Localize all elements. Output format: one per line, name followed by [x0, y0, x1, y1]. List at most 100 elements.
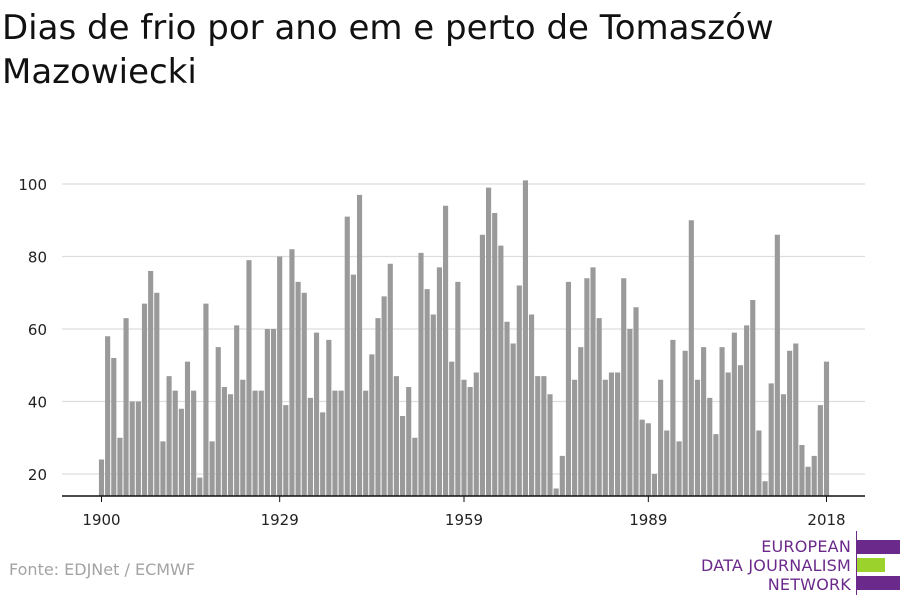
- bar-1957: [449, 361, 455, 497]
- bar-1951: [412, 437, 418, 496]
- bar-1915: [191, 390, 197, 497]
- bar-1983: [608, 372, 615, 496]
- bar-1981: [596, 318, 602, 497]
- bar-2000: [713, 434, 719, 497]
- bar-1940: [344, 216, 350, 497]
- bar-1967: [510, 343, 516, 496]
- bar-1990: [651, 474, 658, 496]
- bar-1962: [479, 234, 485, 496]
- bar-1902: [111, 358, 117, 496]
- bar-1993: [670, 339, 676, 497]
- bar-1922: [234, 325, 240, 497]
- bar-2008: [762, 481, 768, 496]
- bar-1901: [105, 336, 111, 496]
- bar-1910: [160, 441, 166, 497]
- bar-1979: [584, 278, 590, 496]
- bar-1977: [572, 379, 578, 496]
- bar-1955: [436, 267, 442, 497]
- bar-1918: [209, 441, 215, 497]
- bar-1952: [418, 252, 424, 497]
- bar-1939: [338, 390, 344, 497]
- bar-2018: [823, 361, 830, 497]
- y-tick-label: 40: [28, 394, 47, 412]
- bar-1924: [246, 260, 252, 497]
- bars: [98, 180, 830, 497]
- bar-1937: [326, 339, 332, 497]
- bar-1965: [498, 245, 504, 497]
- bar-1978: [578, 347, 584, 497]
- x-tick-label: 1989: [629, 511, 667, 529]
- bar-1932: [295, 281, 301, 497]
- bar-1976: [565, 281, 572, 497]
- bar-1963: [486, 187, 492, 497]
- x-tick-label: 1959: [445, 511, 483, 529]
- x-tick-label: 2018: [807, 511, 845, 529]
- bar-1905: [129, 401, 135, 496]
- bar-1995: [682, 350, 688, 496]
- bar-2004: [737, 365, 744, 496]
- x-tick-label: 1900: [82, 511, 120, 529]
- bar-1914: [184, 361, 191, 497]
- bar-1986: [627, 329, 633, 496]
- logo-bar-bottom: [857, 576, 900, 590]
- bar-1966: [504, 321, 510, 496]
- bar-1996: [688, 220, 694, 496]
- y-tick-label: 80: [28, 249, 47, 267]
- bar-2002: [725, 372, 731, 496]
- bar-1991: [658, 379, 664, 496]
- bar-1947: [387, 263, 393, 496]
- bar-1994: [676, 441, 682, 497]
- bar-2012: [787, 350, 793, 496]
- bar-1913: [178, 408, 184, 496]
- bar-1908: [148, 271, 154, 496]
- bar-1974: [553, 488, 559, 496]
- bar-1960: [467, 387, 473, 496]
- bar-1929: [277, 256, 283, 496]
- bar-2003: [731, 332, 737, 497]
- logo-divider: [856, 531, 857, 595]
- bar-1912: [172, 390, 178, 497]
- bar-1987: [633, 307, 639, 496]
- bar-1946: [381, 296, 387, 497]
- bar-1959: [461, 379, 467, 496]
- chart-title: Dias de frio por ano em e perto de Tomas…: [2, 8, 774, 92]
- y-ticks: 20 40 60 80 100: [18, 176, 47, 484]
- bar-1975: [559, 455, 565, 497]
- bar-2006: [750, 300, 756, 496]
- bar-2016: [811, 455, 817, 497]
- bar-2011: [780, 394, 787, 496]
- bar-1970: [529, 314, 535, 496]
- bar-1935: [313, 332, 320, 497]
- bar-1919: [215, 347, 221, 497]
- bar-2007: [756, 430, 762, 496]
- bar-1931: [289, 249, 295, 496]
- logo-line-european: EUROPEAN: [761, 537, 851, 556]
- bar-1923: [240, 379, 246, 496]
- bar-1933: [301, 292, 307, 496]
- bar-1973: [547, 394, 553, 496]
- bar-1921: [227, 394, 234, 496]
- bar-2015: [805, 466, 811, 496]
- logo-bar-top: [857, 540, 900, 554]
- bar-1941: [350, 274, 356, 497]
- bar-1971: [535, 376, 541, 497]
- y-tick-label: 20: [28, 466, 47, 484]
- bar-1999: [707, 397, 713, 497]
- bar-2009: [768, 383, 774, 497]
- bar-1964: [492, 213, 498, 496]
- bar-1958: [455, 281, 461, 497]
- bar-1911: [166, 376, 172, 497]
- bar-1989: [645, 423, 651, 496]
- bar-1934: [307, 397, 313, 497]
- bar-1936: [320, 412, 326, 497]
- bar-1927: [264, 329, 270, 496]
- bar-1945: [375, 318, 381, 497]
- bar-1917: [203, 303, 209, 497]
- bar-1992: [664, 430, 670, 496]
- bar-1988: [639, 419, 645, 497]
- bar-1930: [283, 405, 289, 497]
- bar-2010: [774, 234, 780, 496]
- bar-1928: [270, 329, 277, 496]
- bar-1956: [443, 205, 449, 496]
